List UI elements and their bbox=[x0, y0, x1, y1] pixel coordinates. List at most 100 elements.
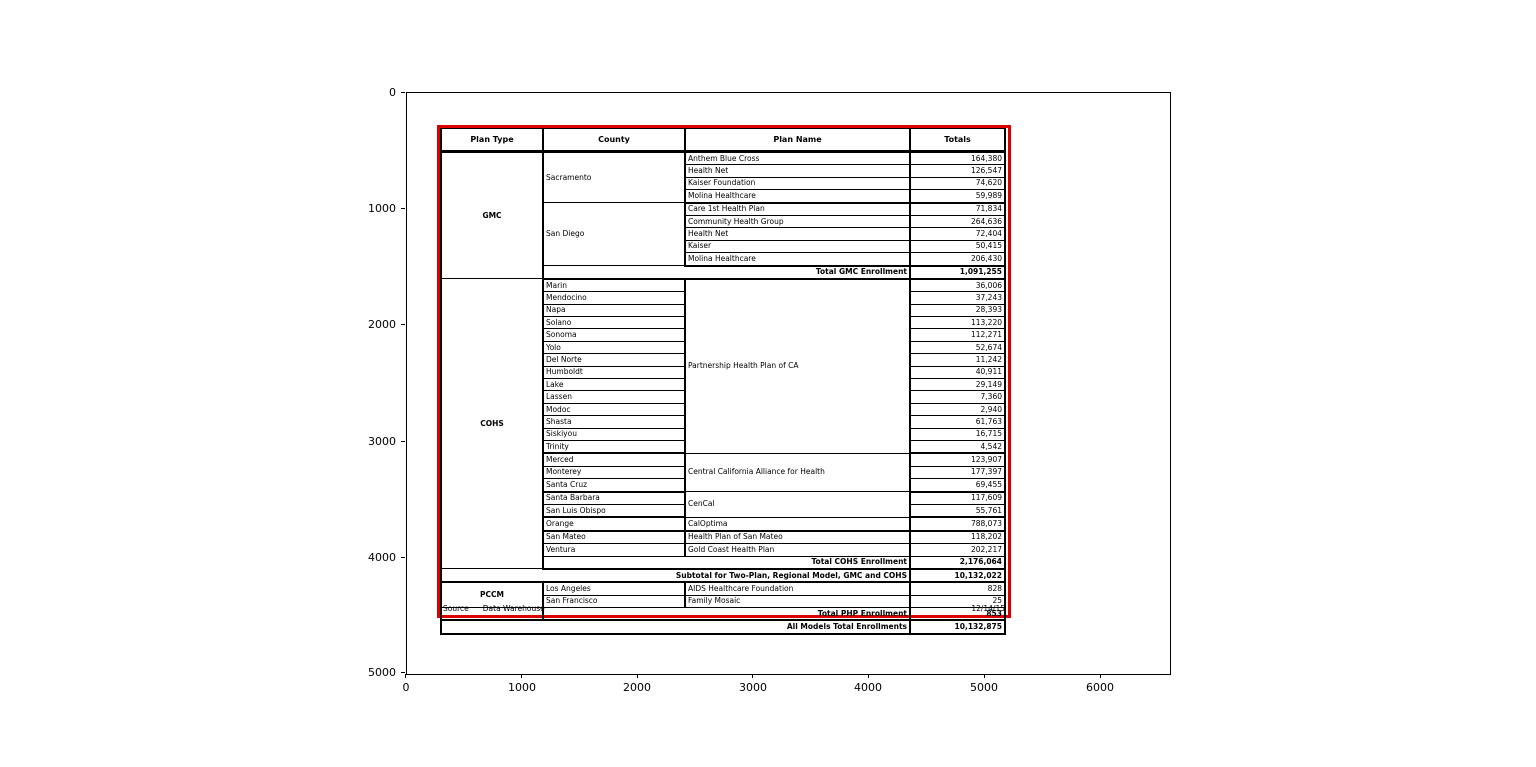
county-cell: Humboldt bbox=[542, 365, 686, 380]
x-tick bbox=[637, 674, 638, 678]
table-row: Health Net 126,547 bbox=[441, 164, 1006, 178]
subtotal-value: 10,132,022 bbox=[909, 568, 1006, 584]
county-cell: Merced bbox=[542, 452, 686, 467]
x-tick bbox=[521, 674, 522, 678]
all-models-value: 10,132,875 bbox=[909, 619, 1006, 635]
plan-name-cell: Molina Healthcare bbox=[684, 189, 911, 204]
table-row: Lake 29,149 bbox=[441, 378, 1006, 392]
table-row: Health Net 72,404 bbox=[441, 227, 1006, 241]
table-row: Lassen 7,360 bbox=[441, 390, 1006, 404]
county-cell: Marin bbox=[542, 278, 686, 293]
table-row: Ventura Gold Coast Health Plan 202,217 bbox=[441, 543, 1006, 557]
county-cell: Trinity bbox=[542, 439, 686, 455]
total-cell: 59,989 bbox=[909, 189, 1006, 204]
total-cell: 74,620 bbox=[909, 176, 1006, 191]
x-tick-label: 5000 bbox=[970, 681, 998, 694]
x-tick-label: 1000 bbox=[508, 681, 536, 694]
table-row: PCCM Los Angeles AIDS Healthcare Foundat… bbox=[440, 581, 1006, 609]
total-cell: 40,911 bbox=[909, 365, 1006, 380]
plan-name-cell: Gold Coast Health Plan bbox=[684, 543, 911, 557]
col-header-plan-type: Plan Type bbox=[440, 128, 544, 153]
plan-name-cell: Health Net bbox=[684, 164, 911, 178]
y-tick-label: 4000 bbox=[368, 551, 396, 564]
total-cohs-row: Total COHS Enrollment 2,176,064 bbox=[441, 555, 1006, 570]
county-cell: Sonoma bbox=[542, 328, 686, 342]
table-row: Monterey 177,397 bbox=[441, 465, 1006, 480]
total-cell: 55,761 bbox=[909, 503, 1006, 519]
county-cell: San Diego bbox=[542, 202, 686, 267]
y-tick bbox=[401, 441, 405, 442]
y-tick-label: 0 bbox=[389, 86, 396, 99]
plan-name-cell: Community Health Group bbox=[684, 214, 911, 229]
total-cell: 25 bbox=[909, 594, 1006, 609]
y-tick bbox=[401, 208, 405, 209]
total-cell: 71,834 bbox=[909, 202, 1006, 216]
table-row: Kaiser Foundation 74,620 bbox=[441, 176, 1006, 191]
x-tick-label: 0 bbox=[402, 681, 410, 694]
county-cell: Del Norte bbox=[542, 353, 686, 367]
county-cell: San Mateo bbox=[542, 530, 686, 545]
plan-name-cell: Partnership Health Plan of CA bbox=[684, 278, 911, 454]
total-cell: 112,271 bbox=[909, 328, 1006, 342]
plan-name-cell: Kaiser bbox=[684, 239, 911, 254]
total-cell: 29,149 bbox=[909, 378, 1006, 392]
total-cell: 36,006 bbox=[909, 278, 1006, 293]
y-tick-label: 1000 bbox=[368, 202, 396, 215]
county-cell: Los Angeles bbox=[542, 581, 686, 596]
total-cell: 126,547 bbox=[909, 164, 1006, 178]
county-cell: San Luis Obispo bbox=[542, 503, 686, 519]
county-cell: Santa Cruz bbox=[542, 478, 686, 493]
header-row: Plan Type County Plan Name Totals bbox=[440, 128, 1006, 153]
plan-name-cell: Health Plan of San Mateo bbox=[684, 530, 911, 545]
table-row: Santa Barbara CenCal 117,609 bbox=[441, 491, 1006, 518]
x-tick-label: 4000 bbox=[854, 681, 882, 694]
table-row: Molina Healthcare 59,989 bbox=[441, 189, 1006, 204]
plan-name-cell: Kaiser Foundation bbox=[684, 176, 911, 191]
total-cell: 177,397 bbox=[909, 465, 1006, 480]
county-cell: Solano bbox=[542, 316, 686, 330]
total-gmc-row: Total GMC Enrollment 1,091,255 bbox=[441, 265, 1006, 280]
table-row: Santa Cruz 69,455 bbox=[441, 478, 1006, 493]
total-label: Total GMC Enrollment bbox=[542, 265, 911, 280]
source-line: Source Data Warehouse bbox=[443, 604, 545, 613]
plan-type-cohs: COHS bbox=[440, 278, 544, 570]
table-row: San Diego Care 1st Health Plan 71,834 bbox=[441, 202, 1006, 267]
table-row: COHS Marin Partnership Health Plan of CA… bbox=[440, 278, 1006, 570]
table-row: GMC Sacramento Anthem Blue Cross 164,380 bbox=[440, 150, 1006, 280]
plan-name-cell: Central California Alliance for Health bbox=[684, 452, 911, 493]
plan-name-cell: Anthem Blue Cross bbox=[684, 150, 911, 166]
y-tick bbox=[401, 557, 405, 558]
plan-type-pccm: PCCM bbox=[440, 581, 544, 609]
total-cell: 61,763 bbox=[909, 415, 1006, 429]
total-cell: 164,380 bbox=[909, 150, 1006, 166]
table-footer: Source Data Warehouse 12/14/15 bbox=[443, 604, 1005, 613]
total-cell: 50,415 bbox=[909, 239, 1006, 254]
table-row: Mendocino 37,243 bbox=[441, 291, 1006, 305]
table-row: Siskiyou 16,715 bbox=[441, 427, 1006, 442]
all-models-row: All Models Total Enrollments 10,132,875 bbox=[440, 619, 1006, 635]
total-php-row: Total PHP Enrollment 853 bbox=[440, 607, 1006, 622]
table-row: San Luis Obispo 55,761 bbox=[441, 503, 1006, 519]
county-cell: Lake bbox=[542, 378, 686, 392]
total-cell: 16,715 bbox=[909, 427, 1006, 442]
y-tick-label: 5000 bbox=[368, 666, 396, 679]
table-row: Merced Central California Alliance for H… bbox=[441, 452, 1006, 493]
plan-name-cell: Health Net bbox=[684, 227, 911, 241]
y-tick bbox=[401, 92, 405, 93]
table-row: Kaiser 50,415 bbox=[441, 239, 1006, 254]
total-cell: 828 bbox=[909, 581, 1006, 596]
x-tick-label: 2000 bbox=[623, 681, 651, 694]
y-tick-label: 3000 bbox=[368, 435, 396, 448]
table-row: Community Health Group 264,636 bbox=[441, 214, 1006, 229]
total-cell: 117,609 bbox=[909, 491, 1006, 505]
total-cell: 4,542 bbox=[909, 439, 1006, 455]
total-cell: 37,243 bbox=[909, 291, 1006, 305]
county-cell: Lassen bbox=[542, 390, 686, 404]
total-cell: 7,360 bbox=[909, 390, 1006, 404]
total-cell: 118,202 bbox=[909, 530, 1006, 545]
plan-name-cell: Family Mosaic bbox=[684, 594, 911, 609]
table-row: Orange CalOptima 788,073 bbox=[441, 516, 1006, 532]
x-tick bbox=[405, 674, 406, 678]
county-cell: Modoc bbox=[542, 402, 686, 417]
